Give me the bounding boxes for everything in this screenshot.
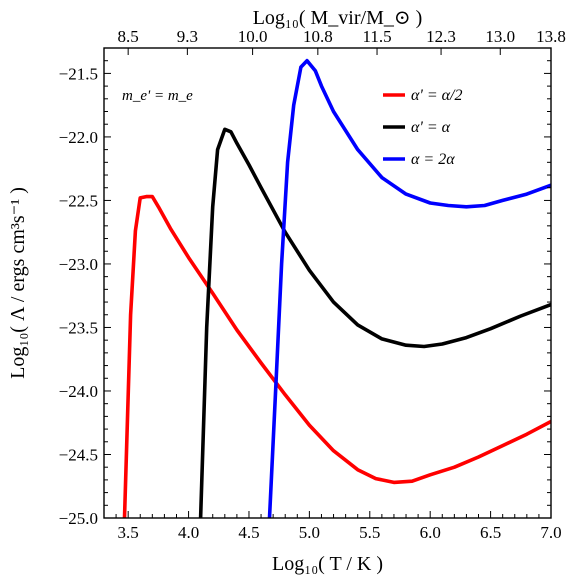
x-tick-label: 5.0 — [299, 523, 320, 542]
x-tick-label: 4.0 — [178, 523, 199, 542]
tick-layer: 3.5 4.0 4.5 5.0 5.5 6.0 6.5 7.0 8.5 9.3 10.0 10.8 11… — [59, 27, 566, 542]
top-tick-label: 10.0 — [238, 27, 268, 46]
legend: α' = α/2 α' = α α = 2α — [383, 87, 462, 168]
y-tick-label: −23.0 — [59, 255, 98, 274]
y-tick-label: −25.0 — [59, 509, 98, 528]
x-tick-label: 4.5 — [238, 523, 259, 542]
y-tick-label: −23.5 — [59, 318, 98, 337]
series-layer — [122, 58, 551, 518]
annotation-me: m_e' = m_e — [122, 88, 193, 104]
y-tick-label: −22.5 — [59, 191, 98, 210]
top-tick-label: 13.0 — [485, 27, 515, 46]
series-line-3 — [267, 58, 551, 518]
top-tick-label: 10.8 — [303, 27, 333, 46]
top-axis-title: Log₁₀( M_vir/M_⊙ ) — [253, 7, 423, 29]
y-axis-title: Log₁₀( Λ / ergs cm³s⁻¹ ) — [7, 187, 29, 379]
x-tick-label: 6.0 — [420, 523, 441, 542]
top-tick-label: 9.3 — [177, 27, 198, 46]
top-tick-label: 11.5 — [362, 27, 391, 46]
x-tick-label: 3.5 — [118, 523, 139, 542]
series-line-1 — [122, 194, 551, 518]
plot-frame — [103, 47, 552, 519]
top-tick-label: 13.8 — [536, 27, 566, 46]
x-tick-label: 7.0 — [540, 523, 561, 542]
legend-label-3: α = 2α — [411, 151, 455, 168]
x-axis-title: Log₁₀( T / K ) — [272, 553, 383, 575]
legend-label-1: α' = α/2 — [411, 87, 462, 104]
top-tick-label: 12.3 — [426, 27, 456, 46]
series-line-2 — [198, 127, 551, 518]
y-tick-label: −24.5 — [59, 445, 98, 464]
x-tick-label: 6.5 — [480, 523, 501, 542]
legend-label-2: α' = α — [411, 119, 451, 136]
y-tick-label: −21.5 — [59, 64, 98, 83]
x-tick-label: 5.5 — [359, 523, 380, 542]
top-tick-label: 8.5 — [118, 27, 139, 46]
y-tick-label: −22.0 — [59, 128, 98, 147]
y-tick-label: −24.0 — [59, 382, 98, 401]
